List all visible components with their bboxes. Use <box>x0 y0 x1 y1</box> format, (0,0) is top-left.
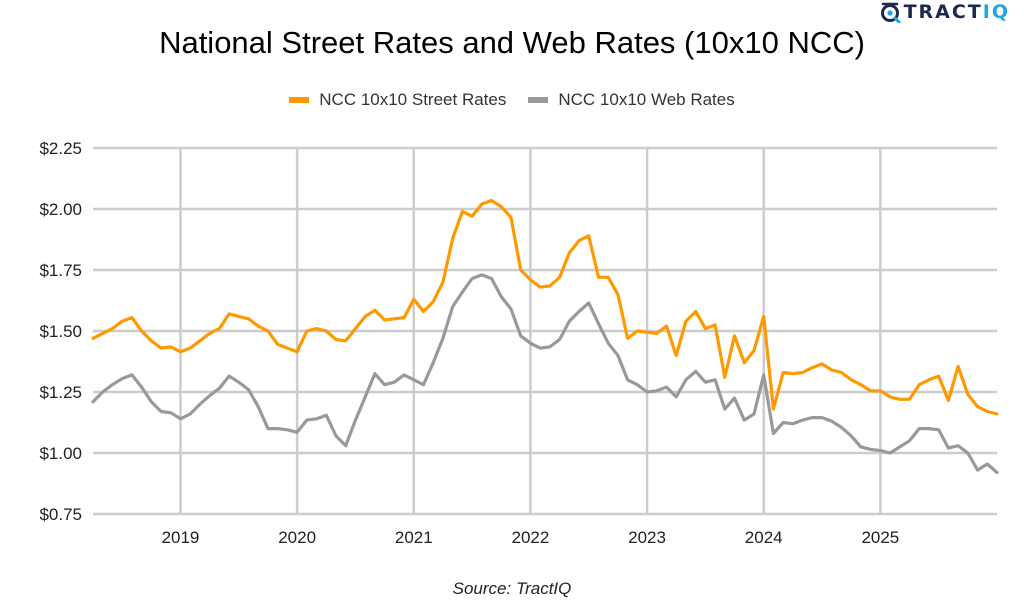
tractiq-logo: TRACTIQ <box>879 1 1010 23</box>
street-rates-line <box>91 198 999 416</box>
legend-label-street-rates: NCC 10x10 Street Rates <box>319 90 507 109</box>
x-axis-ticks: 2019 2020 2021 2022 2023 2024 2025 <box>162 528 900 547</box>
x-tick-label: 2022 <box>512 528 550 547</box>
y-tick-label: $2.25 <box>39 139 82 158</box>
x-tick-label: 2019 <box>162 528 200 547</box>
y-tick-label: $1.00 <box>39 444 82 463</box>
y-axis-ticks: $0.75 $1.00 $1.25 $1.50 $1.75 $2.00 $2.25 <box>39 139 82 524</box>
x-tick-label: 2025 <box>861 528 899 547</box>
x-tick-label: 2020 <box>278 528 316 547</box>
series-lines <box>91 198 999 475</box>
y-tick-label: $1.50 <box>39 322 82 341</box>
legend-swatch-web-rates <box>528 97 549 103</box>
tractiq-wordmark: TRACTIQ <box>904 1 1010 23</box>
logo-text-accent: IQ <box>982 1 1010 23</box>
legend-item-web-rates: NCC 10x10 Web Rates <box>528 90 735 110</box>
x-tick-label: 2023 <box>628 528 666 547</box>
y-tick-label: $1.25 <box>39 383 82 402</box>
tractiq-target-icon <box>880 2 901 23</box>
y-tick-label: $2.00 <box>39 200 82 219</box>
legend-label-web-rates: NCC 10x10 Web Rates <box>558 90 735 109</box>
legend-item-street-rates: NCC 10x10 Street Rates <box>289 90 506 110</box>
logo-text-main: TRACT <box>903 1 983 23</box>
x-tick-label: 2024 <box>745 528 783 547</box>
source-note: Source: TractIQ <box>452 579 572 598</box>
grid-lines <box>93 146 997 516</box>
chart-title: National Street Rates and Web Rates (10x… <box>159 25 865 60</box>
legend-swatch-street-rates <box>289 97 310 103</box>
y-tick-label: $1.75 <box>39 261 82 280</box>
x-tick-label: 2021 <box>395 528 433 547</box>
y-tick-label: $0.75 <box>39 505 82 524</box>
web-rates-line <box>91 273 999 475</box>
chart-legend: NCC 10x10 Street Rates NCC 10x10 Web Rat… <box>0 90 1024 110</box>
